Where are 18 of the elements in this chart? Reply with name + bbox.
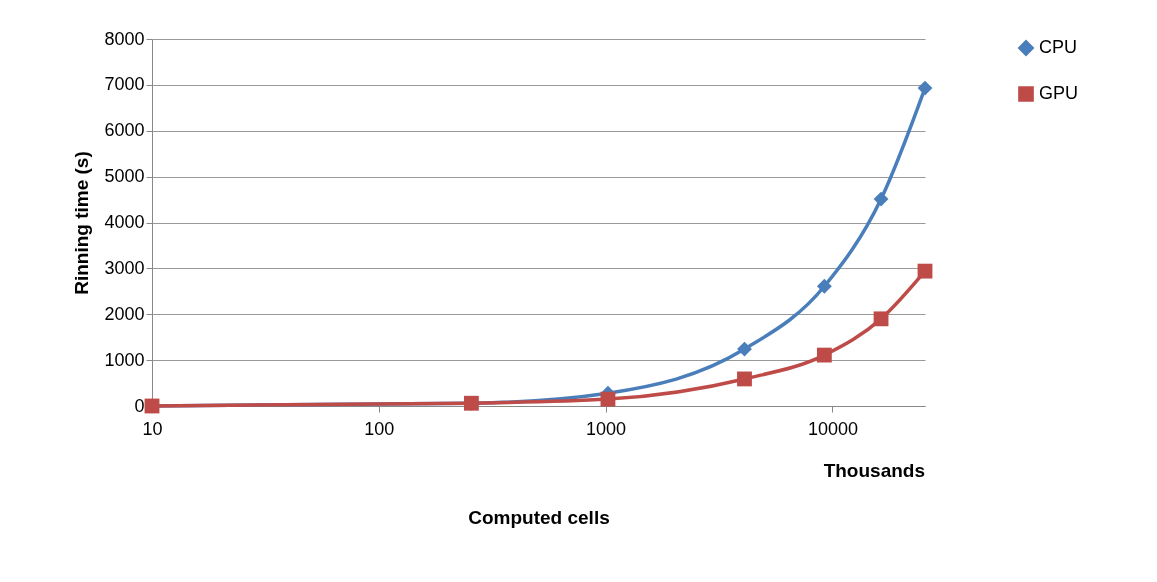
y-tick-label: 7000 <box>104 74 145 95</box>
y-tick-label: 1000 <box>104 349 145 370</box>
y-axis-title: Rinning time (s) <box>71 151 93 295</box>
legend-label: CPU <box>1039 37 1078 57</box>
text: Thousands <box>823 460 925 481</box>
y-tick-label: 3000 <box>104 257 145 278</box>
y-tick-label: 5000 <box>104 166 145 187</box>
y-tick-label: 2000 <box>104 303 145 324</box>
x-tick-label: 1000 <box>586 418 627 439</box>
legend-label: GPU <box>1039 83 1079 103</box>
x-tick-label: 10000 <box>807 418 858 439</box>
x-tick-label: 10 <box>142 418 163 439</box>
y-tick-label: 8000 <box>104 28 145 49</box>
y-tick-label: 0 <box>134 395 145 416</box>
y-tick-label: 4000 <box>104 212 145 232</box>
y-tick-label: 6000 <box>104 120 145 141</box>
x-axis-title: Computed cells <box>468 506 610 528</box>
x-tick-label: 100 <box>364 418 395 439</box>
